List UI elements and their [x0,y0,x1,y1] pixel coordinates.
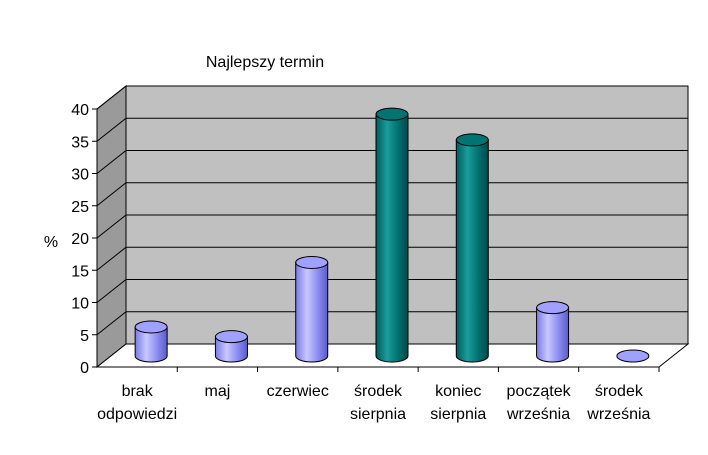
x-category-label: środek [354,383,403,400]
x-category-label: sierpnia [430,406,486,423]
bar-cap [536,301,570,315]
bar [375,107,409,363]
bar-cap [295,255,329,269]
bar-cap [375,107,409,121]
y-tick-label: 20 [71,231,89,248]
bar-cap [214,330,248,344]
y-tick-label: 25 [71,199,89,216]
y-tick-label: 10 [71,296,89,313]
bar-body [295,261,329,363]
y-tick-label: 15 [71,263,89,280]
bar [455,133,489,363]
x-category-label: początek [507,383,572,400]
y-tick-label: 40 [71,102,89,119]
x-category-label: sierpnia [350,406,406,423]
bar-cap [616,349,650,363]
bar-cap [455,133,489,147]
y-tick-label: 30 [71,167,89,184]
x-category-label: odpowiedzi [97,406,177,423]
bar-cap [134,320,168,334]
bar-body [536,307,570,363]
x-category-label: września [586,406,650,423]
bar [295,255,329,363]
gridline [96,246,688,271]
y-tick-label: 0 [80,360,89,377]
gridline [96,85,688,110]
bar-body [134,326,168,363]
gridline [96,150,688,174]
bar [616,349,650,363]
x-category-label: września [506,406,570,423]
chart-title: Najlepszy termin [206,54,324,71]
bar [214,330,248,363]
bar-body [375,113,409,363]
y-tick-label: 35 [71,134,89,151]
x-category-label: brak [122,383,154,400]
gridline [96,214,688,239]
y-tick-label: 5 [80,328,89,345]
gridline [96,279,688,303]
bar [536,301,570,363]
gridline [96,117,688,142]
bar-body [214,336,248,363]
x-category-label: maj [205,383,231,400]
bar-body [455,139,489,363]
gridline [96,311,688,336]
bar [134,320,168,363]
x-category-label: czerwiec [267,383,329,400]
gridline [96,182,688,207]
x-category-label: środek [595,383,644,400]
y-axis-label: % [44,234,58,251]
x-category-label: koniec [435,383,481,400]
